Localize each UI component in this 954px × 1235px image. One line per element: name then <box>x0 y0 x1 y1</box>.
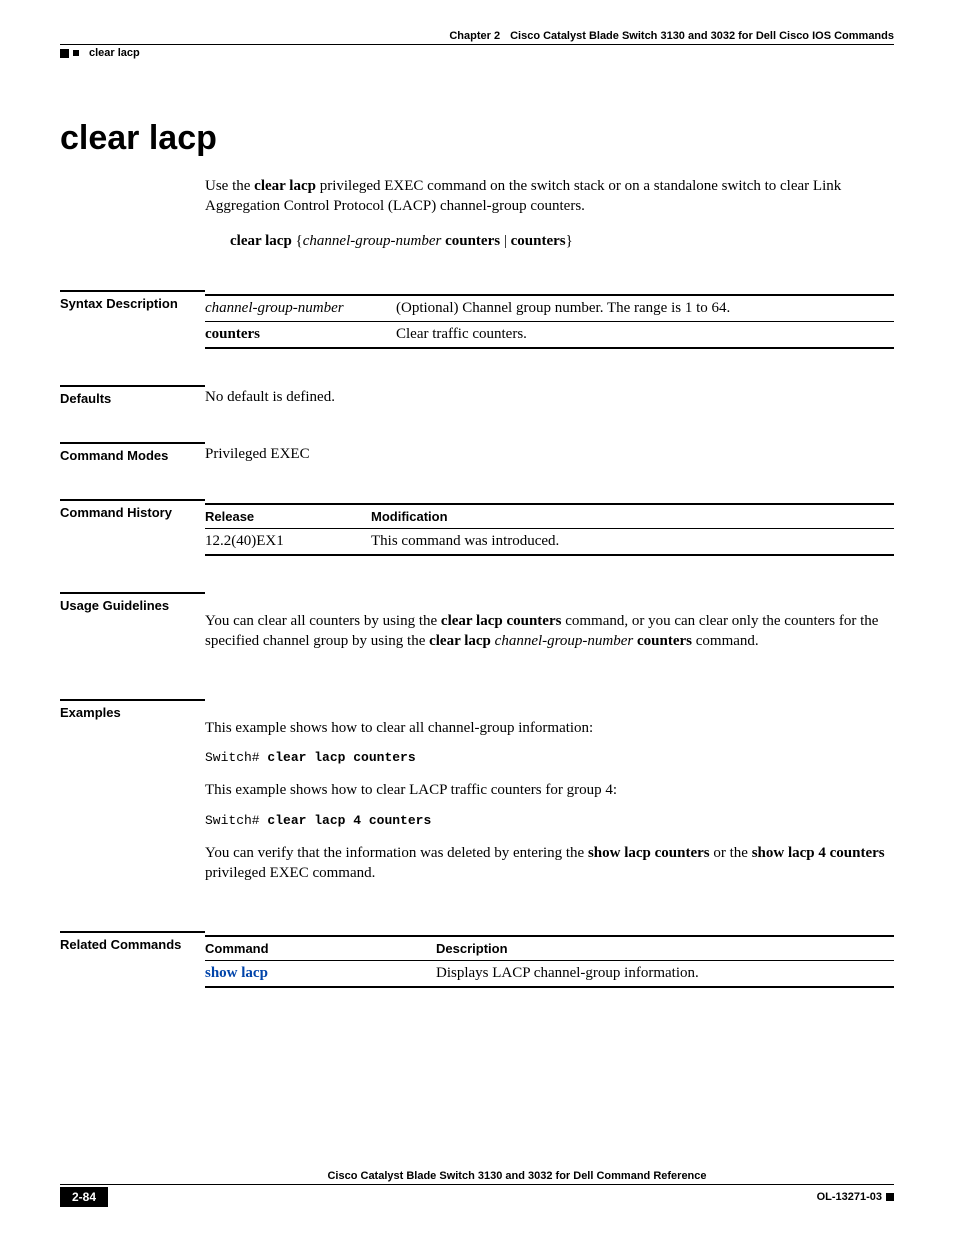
section-syntax-description: Syntax Description channel-group-number … <box>60 290 894 349</box>
related-commands-table: Command Description show lacp Displays L… <box>205 935 894 988</box>
breadcrumb-text: clear lacp <box>89 47 140 59</box>
table-cell: 12.2(40)EX1 <box>205 528 371 555</box>
show-lacp-link[interactable]: show lacp <box>205 965 268 981</box>
table-cell: channel-group-number <box>205 295 396 322</box>
table-cell: This command was introduced. <box>371 528 894 555</box>
table-cell: show lacp <box>205 961 436 988</box>
example-text: This example shows how to clear all chan… <box>205 718 894 738</box>
section-heading: Related Commands <box>60 931 205 952</box>
table-cell: (Optional) Channel group number. The ran… <box>396 295 894 322</box>
table-header: Release <box>205 504 371 529</box>
example-text: You can verify that the information was … <box>205 843 894 884</box>
footer-title: Cisco Catalyst Blade Switch 3130 and 303… <box>60 1170 894 1182</box>
example-text: This example shows how to clear LACP tra… <box>205 780 894 800</box>
section-heading: Usage Guidelines <box>60 592 205 613</box>
chapter-number: Chapter 2 <box>449 30 500 42</box>
usage-paragraph: You can clear all counters by using the … <box>205 611 894 652</box>
defaults-text: No default is defined. <box>205 385 894 406</box>
table-cell: Displays LACP channel-group information. <box>436 961 894 988</box>
section-defaults: Defaults No default is defined. <box>60 385 894 406</box>
page-footer: Cisco Catalyst Blade Switch 3130 and 303… <box>60 1170 894 1207</box>
command-modes-text: Privileged EXEC <box>205 442 894 463</box>
table-cell: Clear traffic counters. <box>396 321 894 348</box>
section-heading: Defaults <box>60 385 205 406</box>
command-history-table: Release Modification 12.2(40)EX1 This co… <box>205 503 894 556</box>
breadcrumb: clear lacp <box>60 47 894 59</box>
document-id: OL-13271-03 <box>817 1191 882 1203</box>
section-heading: Command History <box>60 499 205 520</box>
chapter-title: Cisco Catalyst Blade Switch 3130 and 303… <box>510 30 894 42</box>
table-header: Command <box>205 936 436 961</box>
square-icon <box>60 49 69 58</box>
section-heading: Command Modes <box>60 442 205 463</box>
table-header: Description <box>436 936 894 961</box>
syntax-description-table: channel-group-number (Optional) Channel … <box>205 294 894 349</box>
syntax-line: clear lacp {channel-group-number counter… <box>230 233 894 250</box>
table-cell: counters <box>205 321 396 348</box>
square-icon <box>73 50 79 56</box>
code-block: Switch# clear lacp 4 counters <box>205 813 894 828</box>
section-examples: Examples This example shows how to clear… <box>60 699 894 895</box>
code-block: Switch# clear lacp counters <box>205 750 894 765</box>
section-heading: Examples <box>60 699 205 720</box>
intro-paragraph: Use the clear lacp privileged EXEC comma… <box>205 176 894 217</box>
running-header: Chapter 2 Cisco Catalyst Blade Switch 31… <box>60 30 894 45</box>
section-related-commands: Related Commands Command Description sho… <box>60 931 894 988</box>
table-header: Modification <box>371 504 894 529</box>
square-icon <box>886 1193 894 1201</box>
command-title: clear lacp <box>60 119 894 158</box>
section-heading: Syntax Description <box>60 290 205 311</box>
section-usage-guidelines: Usage Guidelines You can clear all count… <box>60 592 894 664</box>
page-number: 2-84 <box>60 1187 108 1207</box>
section-command-history: Command History Release Modification 12.… <box>60 499 894 556</box>
section-command-modes: Command Modes Privileged EXEC <box>60 442 894 463</box>
